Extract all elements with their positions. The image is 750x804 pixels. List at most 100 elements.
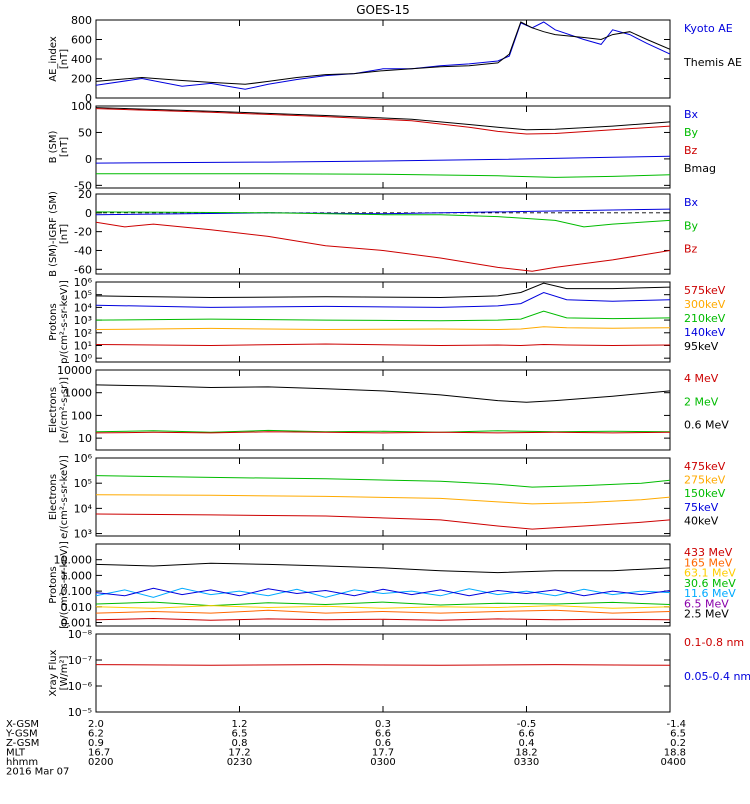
series-line-63-1-mev: [96, 605, 670, 609]
legend-entry: 300keV: [684, 298, 726, 311]
series-group: [96, 384, 670, 434]
y-tick-label: 10⁻⁷: [68, 654, 92, 667]
y-tick-label: 800: [71, 14, 92, 27]
series-group: [96, 208, 670, 272]
panel-frame: [95, 193, 671, 275]
time-axis-value: 0300: [370, 757, 395, 768]
y-tick-label: 20: [78, 188, 92, 201]
y-tick-label: 10⁻⁸: [68, 628, 93, 641]
legend-entry: 40keV: [684, 514, 719, 527]
series-group: [96, 107, 670, 178]
panel-frame: [95, 543, 671, 627]
series-line-475kev: [96, 513, 670, 530]
time-axis-row-label: Y-GSM: [5, 729, 38, 740]
legend-entry: Bz: [684, 243, 698, 256]
y-axis-label: [nT]: [59, 137, 70, 157]
panel-xray: 10⁻⁸ 10⁻⁷ 10⁻⁶ 10⁻⁵ Xray Flux [W/m²] 0.1-0.8 n…: [48, 628, 750, 719]
legend-entry: Bx: [684, 108, 699, 121]
legend-entry: 4 MeV: [684, 372, 719, 385]
series-line-kyoto-ae: [96, 21, 670, 90]
series-line-bz: [96, 221, 670, 272]
legend-entry: 165 MeV: [684, 556, 733, 569]
time-axis-value: 0.9: [88, 738, 104, 749]
legend-entry: 30.6 MeV: [684, 577, 736, 590]
y-axis-label: [e/(cm²-s-sr)]: [59, 377, 70, 443]
time-axis-value: -1.4: [666, 719, 686, 730]
time-axis-value: 0230: [227, 757, 252, 768]
y-tick-label: 0: [85, 207, 92, 220]
y-tick-label: 10⁻⁵: [68, 706, 92, 719]
legend-entry: Themis AE: [683, 56, 742, 69]
series-line-30-6-mev: [96, 601, 670, 607]
y-tick-label: 10⁶: [74, 276, 93, 289]
panel-mageds_e: 10 100 1000 10000 Electrons [e/(cm²-s-sr)] 4 M…: [48, 364, 729, 451]
panel-frame: [95, 369, 671, 451]
y-tick-label: -60: [74, 263, 92, 276]
time-axis-value: 17.7: [372, 748, 394, 759]
legend-entry: 0.05-0.4 nm: [684, 670, 750, 683]
series-group: [96, 282, 670, 347]
legend-entry: 2 MeV: [684, 395, 719, 408]
series-line-by: [96, 211, 670, 228]
y-axis-label: Protons: [48, 566, 59, 603]
series-line-0-6-mev: [96, 384, 670, 403]
y-tick-label: 100: [71, 100, 92, 113]
time-axis-value: 16.7: [88, 748, 110, 759]
time-axis-value: 0400: [661, 757, 686, 768]
y-tick-label: 400: [71, 53, 92, 66]
y-axis-label: Electrons: [48, 387, 59, 433]
time-axis-value: 6.6: [375, 729, 391, 740]
y-axis-label: [nT]: [59, 224, 70, 244]
series-line-11-6-mev: [96, 587, 670, 598]
y-tick-label: 0.100: [61, 585, 93, 598]
y-tick-label: 10³: [74, 528, 92, 541]
y-tick-label: 10000: [57, 364, 92, 377]
y-tick-label: 0: [85, 153, 92, 166]
y-tick-label: 10²: [74, 327, 92, 340]
y-tick-label: 1000: [64, 387, 92, 400]
y-tick-label: 10.000: [54, 554, 93, 567]
legend-entry: 0.6 MeV: [684, 419, 729, 432]
time-axis-row-label: hhmm: [6, 757, 38, 768]
series-line-bz: [96, 108, 670, 135]
legend-entry: Bmag: [684, 162, 716, 175]
panel-bsm: -50 0 50 100 B (SM) [nT] Bx By Bz Bmag: [48, 100, 716, 192]
y-tick-label: 10⁶: [74, 452, 93, 465]
time-axis-value: 6.2: [88, 729, 104, 740]
series-line-165-mev: [96, 609, 670, 614]
time-axis-row-label: X-GSM: [6, 719, 39, 730]
time-axis-value: 1.2: [232, 719, 248, 730]
series-line-bx: [96, 155, 670, 164]
y-axis-label: Xray Flux: [48, 649, 59, 696]
time-axis-row-label: 2016 Mar 07: [6, 767, 69, 778]
time-axis-value: 18.2: [515, 748, 537, 759]
y-axis-label: [W/m²]: [59, 655, 70, 690]
y-tick-label: 100: [71, 409, 92, 422]
y-axis-label: [p/(cm²-s-sr-keV)]: [59, 541, 70, 629]
y-axis-label: B (SM): [48, 130, 59, 163]
y-tick-label: 10⁰: [74, 352, 93, 365]
y-tick-label: 0: [85, 92, 92, 105]
series-line-4-mev: [96, 431, 670, 434]
y-tick-label: 10⁴: [74, 502, 93, 515]
series-line-300kev: [96, 326, 670, 331]
legend-entry: 475keV: [684, 460, 726, 473]
series-line-210kev: [96, 310, 670, 322]
plot-title: GOES-15: [356, 3, 410, 17]
legend-entry: 433 MeV: [684, 546, 733, 559]
legend-entry: 275keV: [684, 474, 726, 487]
time-axis-row-label: MLT: [6, 748, 26, 759]
y-axis-label: Protons: [48, 303, 59, 340]
time-axis-value: 0.2: [670, 738, 686, 749]
time-axis-value: 6.6: [519, 729, 535, 740]
series-line-2-5-mev: [96, 562, 670, 574]
y-tick-label: -50: [74, 179, 92, 192]
time-axis-value: -0.5: [517, 719, 537, 730]
y-tick-label: 0.001: [61, 617, 93, 630]
time-axis-row-label: Z-GSM: [6, 738, 39, 749]
y-tick-label: 1.000: [61, 569, 93, 582]
